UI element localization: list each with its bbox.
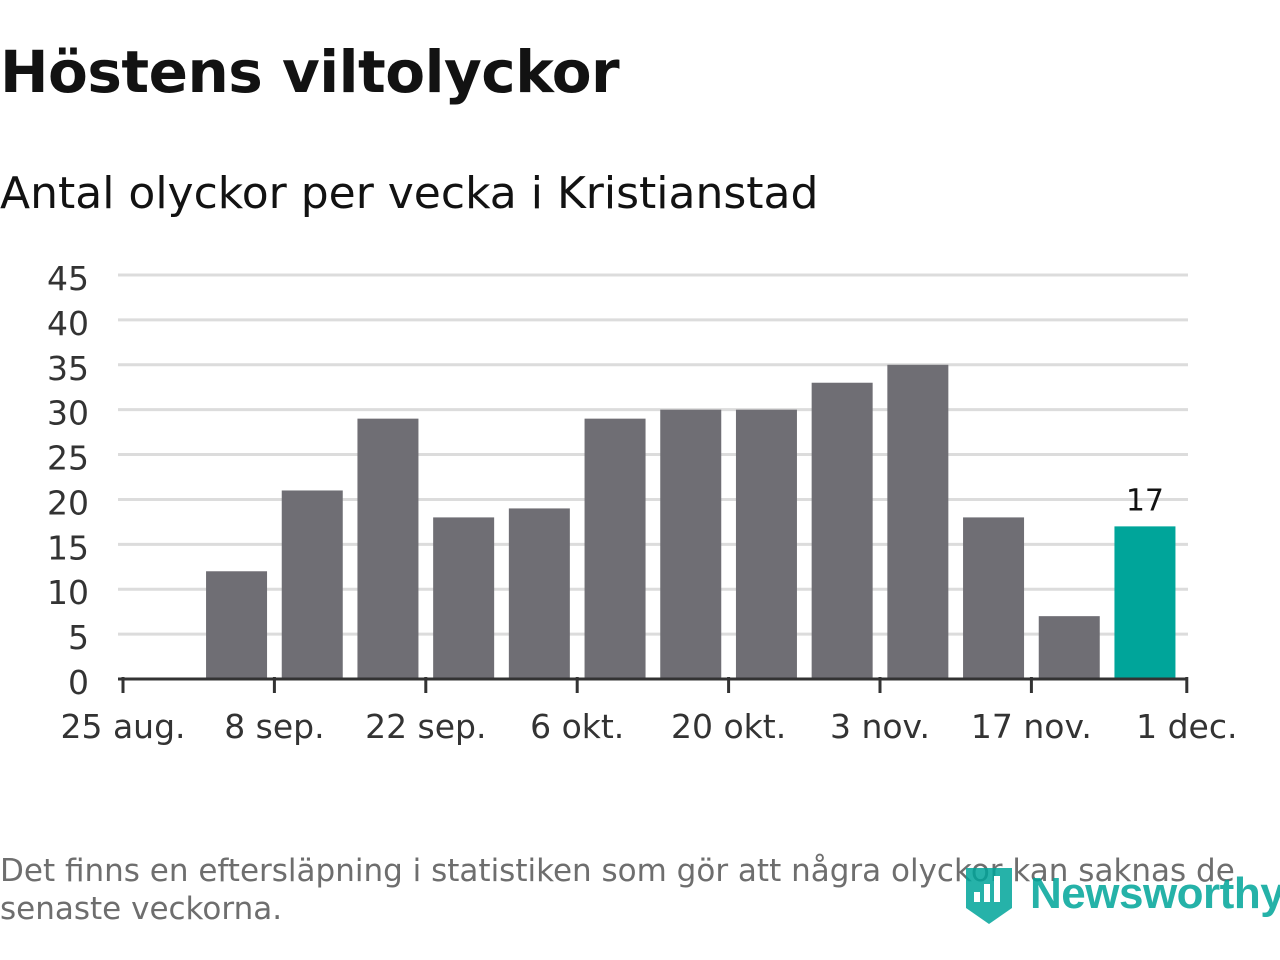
bar: [963, 517, 1025, 679]
bar: [357, 418, 419, 679]
data-labels: 17: [1126, 483, 1164, 518]
bar-chart: 0 5 10 15 20 25 30 35 40 45 25 aug. 8 sep. 22 sep. 6…: [47, 259, 1237, 746]
bar: [433, 517, 495, 679]
x-tick-label: 22 sep.: [365, 707, 486, 746]
bar: [660, 409, 722, 679]
bar-chart-badge-icon: [966, 868, 1012, 924]
bars: [206, 364, 1176, 679]
y-tick-label: 30: [47, 394, 89, 433]
x-tick-label: 1 dec.: [1136, 707, 1237, 746]
data-label: 17: [1126, 483, 1164, 518]
x-tick-label: 17 nov.: [971, 707, 1092, 746]
y-tick-label: 45: [47, 259, 89, 298]
x-axis: [118, 677, 1189, 693]
bar: [887, 364, 949, 679]
x-tick-label: 25 aug.: [60, 707, 185, 746]
x-tick-label: 20 okt.: [671, 707, 786, 746]
y-tick-label: 15: [47, 528, 89, 567]
x-tick-label: 3 nov.: [830, 707, 930, 746]
y-tick-label: 0: [68, 663, 89, 702]
newsworthy-logo: Newsworthy: [962, 858, 1280, 930]
bar: [735, 409, 797, 679]
x-axis-tick-labels: 25 aug. 8 sep. 22 sep. 6 okt. 20 okt. 3 nov. 1…: [60, 707, 1237, 746]
y-tick-label: 25: [47, 439, 89, 478]
x-tick-label: 6 okt.: [530, 707, 624, 746]
gridlines: [118, 273, 1188, 636]
y-tick-label: 5: [68, 618, 89, 657]
footnote: Det finns en eftersläpning i statistiken…: [0, 853, 1235, 927]
bar-highlight: [1114, 526, 1176, 679]
bar: [206, 571, 268, 679]
bar: [584, 418, 646, 679]
x-tick-label: 8 sep.: [224, 707, 324, 746]
bar: [1038, 616, 1100, 679]
y-tick-label: 10: [47, 573, 89, 612]
logo-wordmark: Newsworthy: [1030, 869, 1280, 918]
y-tick-label: 35: [47, 349, 89, 388]
bar: [281, 490, 343, 679]
bar: [811, 382, 873, 679]
bar: [508, 508, 570, 679]
chart-title: Höstens viltolyckor: [0, 38, 620, 106]
y-tick-label: 40: [47, 304, 89, 343]
y-tick-label: 20: [47, 483, 89, 522]
y-axis-tick-labels: 0 5 10 15 20 25 30 35 40 45: [47, 259, 89, 702]
chart-subtitle: Antal olyckor per vecka i Kristianstad: [0, 168, 819, 219]
